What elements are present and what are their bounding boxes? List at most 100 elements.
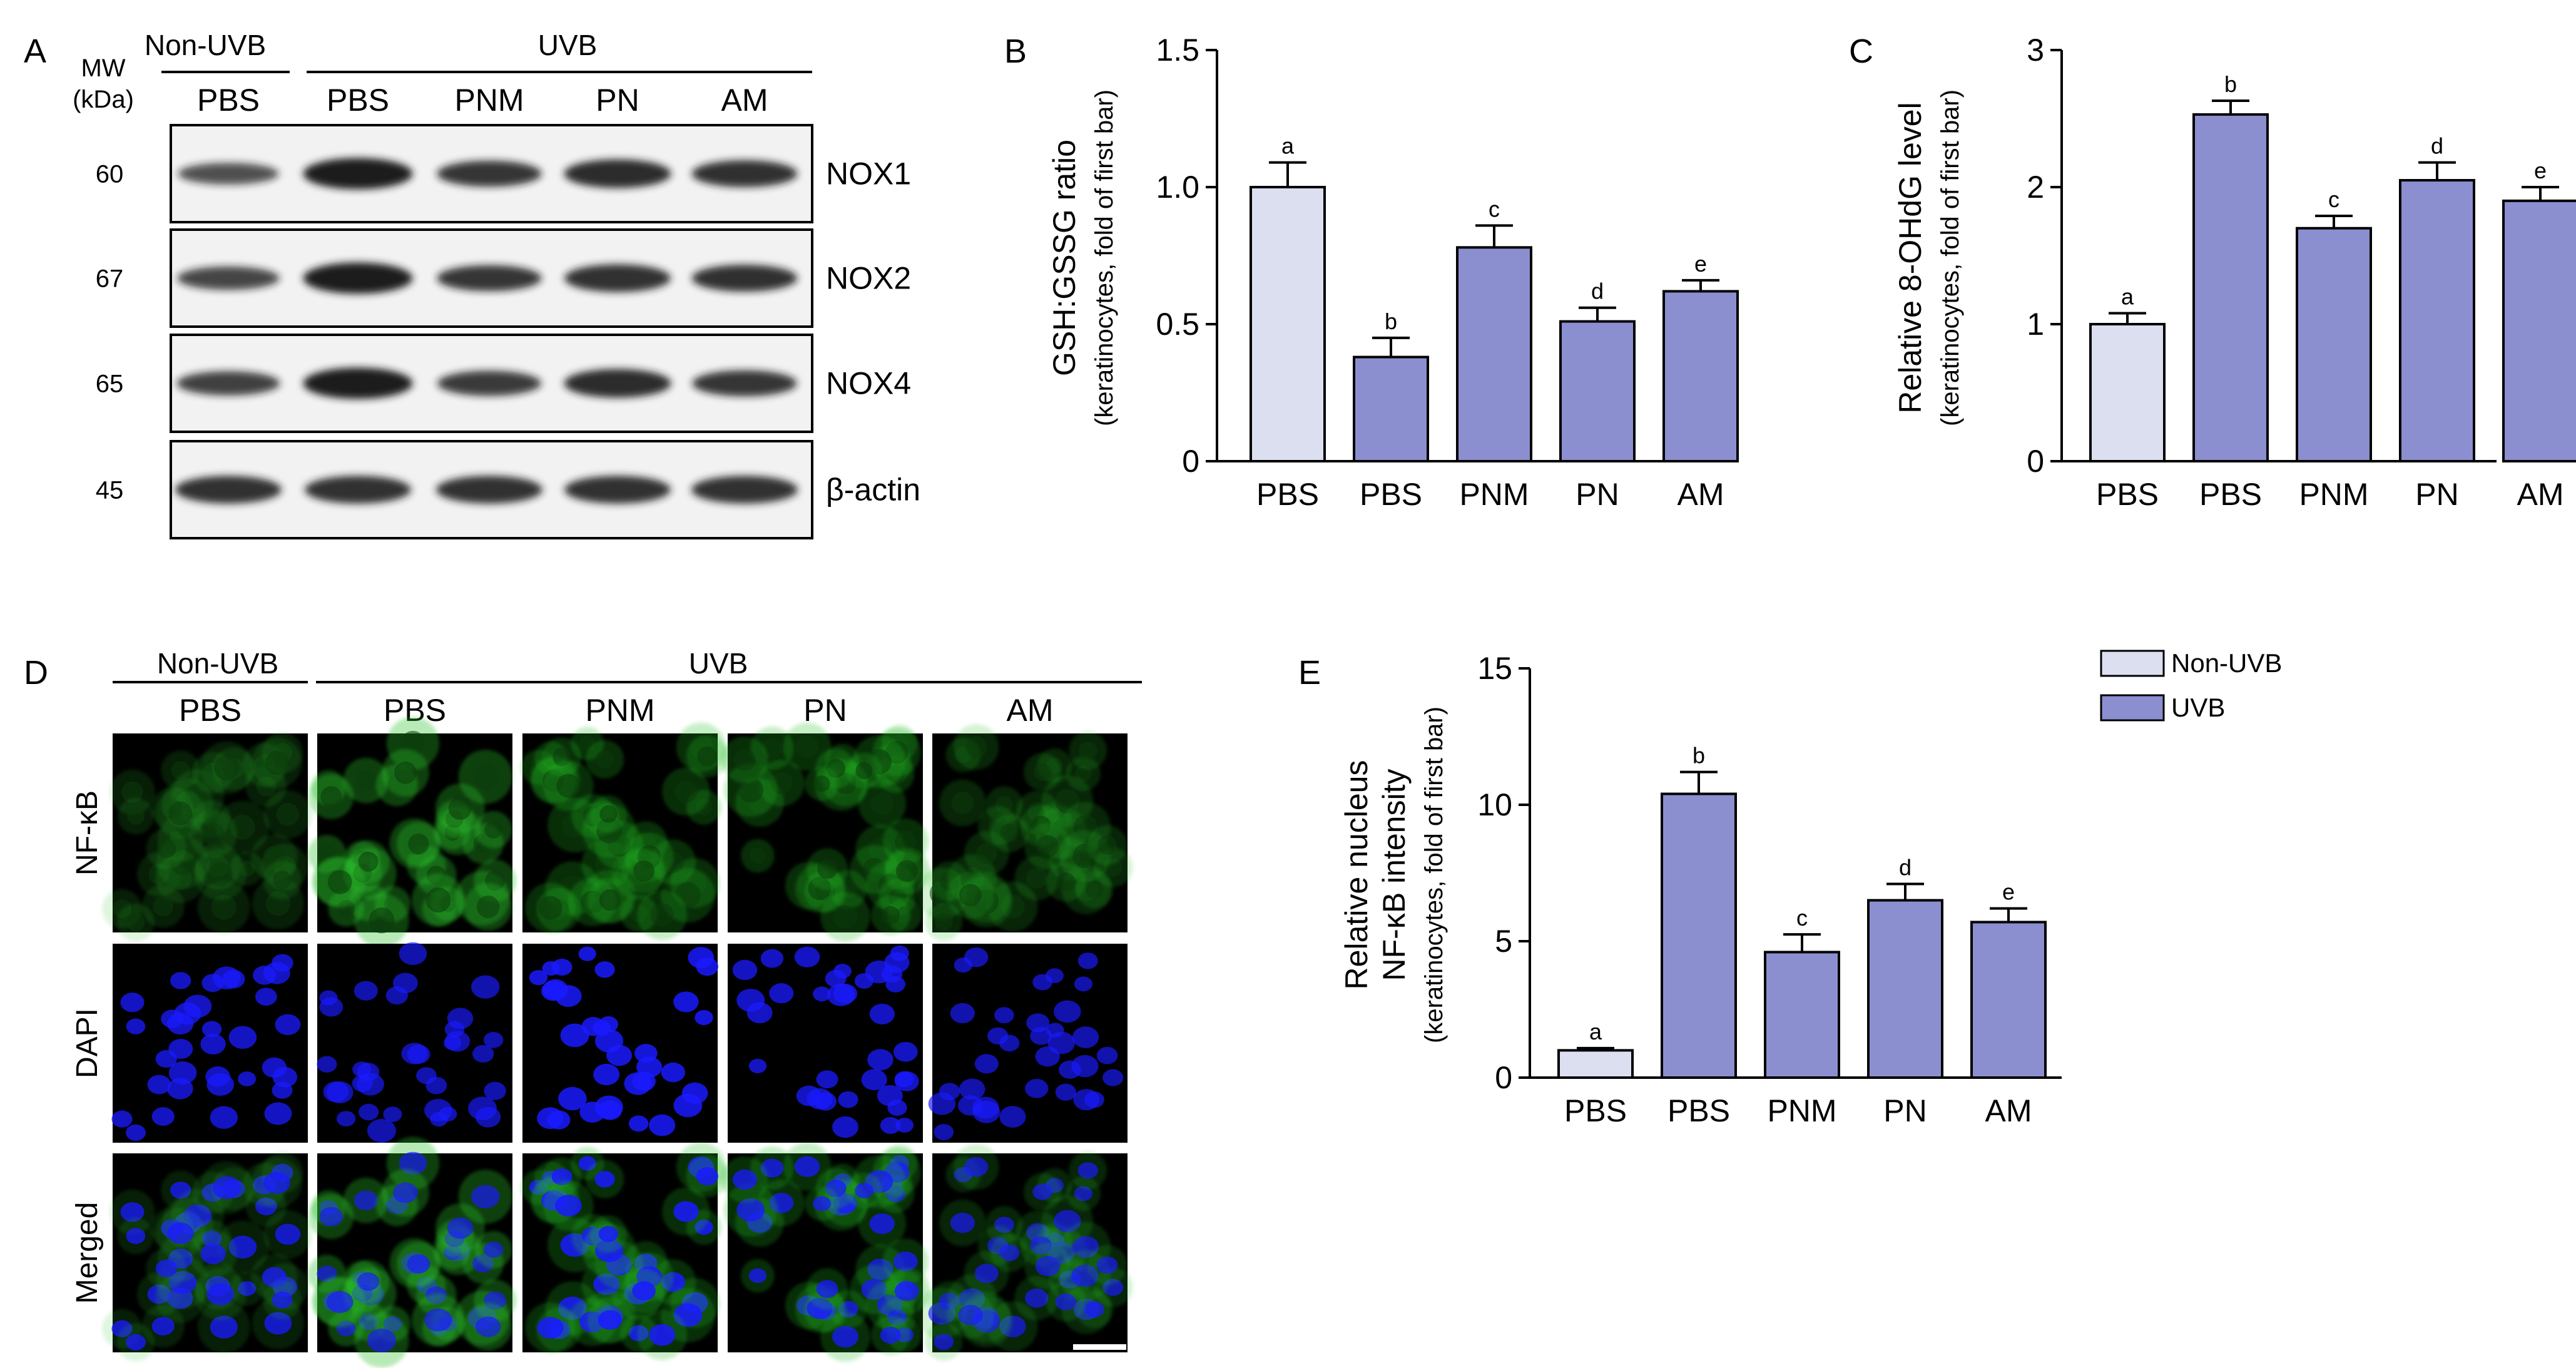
if-cell-nucleus — [167, 1222, 194, 1245]
blot-mw-value: 45 — [96, 477, 124, 504]
if-cell-nucleus — [471, 1185, 500, 1208]
blot-band — [303, 367, 413, 399]
if-cell-nucleus-dark — [408, 834, 429, 855]
bar — [1250, 186, 1326, 462]
if-cell-nucleus — [732, 1169, 758, 1190]
if-cell-nucleus — [558, 1086, 587, 1111]
if-cell-nucleus — [444, 1035, 462, 1051]
if-cell-nucleus-dark — [813, 775, 830, 792]
if-cell-nucleus-dark — [121, 781, 143, 803]
if-cell-nucleus — [551, 958, 573, 976]
if-cell-nucleus-dark — [697, 746, 718, 767]
if-cell-nucleus — [336, 1111, 356, 1127]
if-cell-nucleus — [151, 1107, 175, 1126]
if-cell-nucleus-dark — [156, 839, 176, 859]
if-cell-nucleus — [272, 1081, 293, 1099]
significance-letter: b — [1693, 743, 1705, 768]
if-row-label: DAPI — [71, 1008, 104, 1078]
if-cell-nucleus — [484, 1081, 506, 1100]
if-cell-nucleus — [999, 1034, 1020, 1052]
if-cell-nucleus — [736, 989, 765, 1012]
if-cell-nucleus-dark — [126, 913, 145, 932]
if-cell-nucleus — [212, 1176, 241, 1199]
x-tick-label: PBS — [1667, 1093, 1730, 1128]
if-cell-nucleus — [579, 1101, 606, 1123]
if-cell-nucleus — [126, 1018, 146, 1034]
if-cell-nucleus — [555, 1195, 582, 1217]
if-cell-nucleus — [894, 1071, 919, 1091]
blot-band — [176, 371, 280, 396]
if-cell-nucleus — [1032, 1183, 1052, 1200]
if-cell-nucleus — [168, 1061, 197, 1085]
if-cell-nucleus — [838, 1091, 858, 1108]
if-cell-nucleus — [748, 1058, 767, 1074]
if-cell-nucleus-dark — [425, 887, 451, 913]
if-cell-nucleus — [1025, 1289, 1049, 1308]
if-cell-nucleus — [869, 1003, 895, 1024]
if-cell-nucleus — [732, 959, 758, 981]
if-cell-nucleus-dark — [208, 862, 233, 887]
if-cell-nucleus — [1055, 1293, 1077, 1310]
if-cell-nucleus — [974, 1263, 999, 1284]
if-cell-nucleus — [833, 983, 858, 1004]
if-cell-nucleus-dark — [265, 750, 289, 775]
if-cell-nucleus — [958, 1305, 983, 1325]
if-cell-nucleus — [632, 1281, 656, 1301]
significance-letter: e — [1694, 251, 1707, 277]
if-cell-nucleus-dark — [1033, 763, 1052, 781]
if-cell-nucleus — [354, 981, 378, 1001]
if-cell-nucleus-dark — [153, 896, 174, 917]
if-cell-nucleus — [1077, 952, 1098, 969]
if-cell-nucleus — [147, 1074, 171, 1095]
if-cell-nucleus-dark — [484, 820, 502, 839]
if-cell-nucleus — [210, 1315, 238, 1339]
if-cell-nucleus — [472, 1044, 494, 1063]
if-cell-nucleus — [649, 1324, 676, 1346]
if-cell-nucleus — [974, 1054, 999, 1074]
if-cell-nucleus — [228, 1026, 257, 1049]
if-cell-nucleus-dark — [556, 773, 581, 798]
if-cell-nucleus-dark — [1026, 867, 1047, 889]
if-cell-nucleus — [1084, 1091, 1104, 1108]
if-cell-nucleus — [383, 1106, 402, 1122]
if-cell-nucleus — [581, 1017, 605, 1036]
if-cell-nucleus — [999, 1244, 1020, 1262]
blot-band — [691, 265, 798, 292]
if-cell-nucleus — [529, 970, 548, 986]
if-cell-nucleus — [357, 1063, 380, 1081]
x-tick-label: PNM — [2299, 477, 2368, 512]
if-cell-nucleus — [238, 1071, 257, 1086]
significance-letter: e — [2002, 879, 2015, 905]
if-cell-nucleus — [934, 1334, 954, 1350]
if-cell-nucleus — [200, 1033, 226, 1054]
if-cell-nucleus — [958, 1095, 983, 1116]
if-cell-nucleus-dark — [895, 860, 918, 882]
if-cell-nucleus — [1055, 1083, 1077, 1101]
blot-lane-label: PBS — [197, 83, 260, 118]
if-cell-nucleus — [880, 1326, 901, 1344]
if-cell-nucleus — [359, 1103, 379, 1121]
blot-band — [564, 476, 671, 504]
if-cell-nucleus — [673, 1201, 699, 1222]
if-cell-nucleus — [1071, 1054, 1099, 1078]
bar — [1764, 951, 1840, 1079]
if-cell-nucleus — [255, 988, 277, 1006]
if-cell-nucleus-dark — [276, 802, 300, 826]
blot-band — [303, 262, 413, 294]
bar — [2192, 113, 2269, 462]
legend-label-uvb: UVB — [2171, 693, 2225, 722]
blot-mw-value: 67 — [96, 265, 124, 293]
if-cell-nucleus — [326, 1291, 354, 1314]
blot-protein-label: NOX1 — [826, 156, 911, 191]
x-tick-label: PN — [1883, 1093, 1927, 1128]
if-cell-nucleus-dark — [448, 796, 472, 820]
if-cell-nucleus-dark — [394, 761, 417, 784]
bar — [1559, 320, 1636, 462]
if-cell-nucleus — [155, 1259, 177, 1278]
x-tick-label: PN — [2415, 477, 2458, 512]
significance-letter: d — [1591, 278, 1604, 304]
if-column-label: PNM — [585, 693, 654, 728]
if-cell-nucleus-dark — [355, 770, 377, 792]
legend: Non-UVB UVB — [2100, 648, 2282, 722]
if-cell-nucleus-dark — [733, 748, 756, 771]
